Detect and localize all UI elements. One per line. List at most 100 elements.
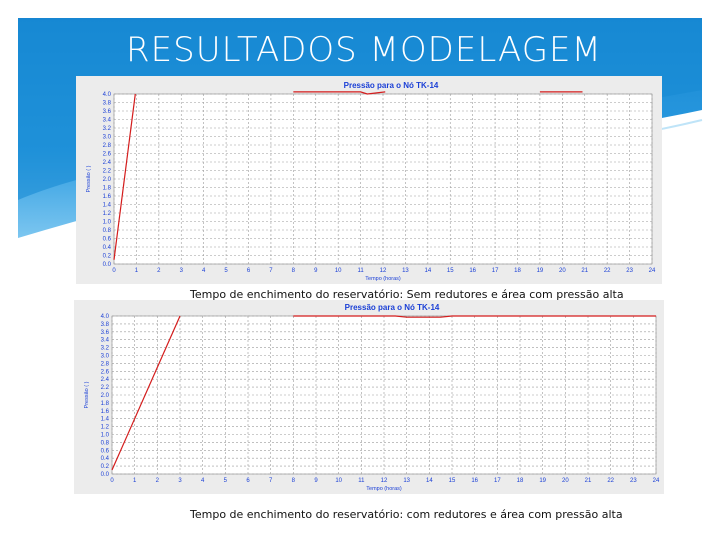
x-tick-label: 23 (626, 268, 633, 274)
y-tick-label: 0.0 (103, 262, 112, 268)
y-tick-label: 1.0 (101, 433, 110, 439)
chart-panel-2: 0 1 2 3 4 5 6 7 8 9 10 11 12 13 14 15 16 17 18 19 20 21 22 23 24… (74, 300, 664, 494)
chart-title: Pressão para o Nó TK-14 (344, 81, 439, 90)
x-tick-label: 16 (471, 478, 478, 484)
x-tick-label: 11 (358, 478, 365, 484)
y-tick-label: 4.0 (103, 92, 112, 98)
x-tick-label: 8 (292, 478, 296, 484)
x-tick-label: 0 (110, 478, 114, 484)
y-tick-label: 1.6 (101, 409, 110, 415)
x-tick-label: 22 (607, 478, 614, 484)
x-tick-label: 13 (403, 478, 410, 484)
series-line (111, 315, 181, 471)
x-tick-label: 21 (581, 268, 588, 274)
y-tick-label: 0.6 (101, 448, 110, 454)
x-tick-label: 18 (517, 478, 524, 484)
y-tick-label: 2.6 (103, 152, 112, 158)
x-tick-label: 14 (424, 268, 431, 274)
x-tick-label: 11 (357, 268, 364, 274)
y-tick-label: 2.6 (101, 369, 110, 375)
x-tick-label: 22 (604, 268, 611, 274)
x-tick-label: 19 (539, 478, 546, 484)
pressure-chart-2: 0 1 2 3 4 5 6 7 8 9 10 11 12 13 14 15 16 17 18 19 20 21 22 23 24… (84, 303, 660, 492)
y-tick-label: 0.4 (103, 245, 112, 251)
x-tick-label: 8 (292, 268, 296, 274)
x-tick-label: 2 (156, 478, 160, 484)
chart-title: Pressão para o Nó TK-14 (345, 303, 440, 312)
y-tick-label: 3.8 (103, 101, 112, 107)
y-tick-label: 3.2 (101, 346, 110, 352)
y-tick-label: 2.8 (101, 361, 110, 367)
y-tick-label: 2.4 (101, 377, 110, 383)
series-line (293, 315, 656, 318)
chart-2-caption: Tempo de enchimento do reservatório: com… (190, 508, 623, 521)
x-tick-label: 5 (224, 478, 228, 484)
y-tick-label: 1.2 (103, 211, 112, 217)
series-line (113, 93, 136, 260)
y-axis-label: Pressão ( ) (86, 165, 92, 192)
x-tick-label: 12 (380, 268, 387, 274)
x-tick-label: 10 (335, 478, 342, 484)
y-tick-label: 2.8 (103, 143, 112, 149)
y-tick-label: 3.8 (101, 322, 110, 328)
y-tick-label: 0.8 (101, 440, 110, 446)
x-tick-label: 5 (224, 268, 228, 274)
y-tick-label: 4.0 (101, 314, 110, 320)
x-tick-label: 15 (447, 268, 454, 274)
x-axis-label: Tempo (horas) (365, 276, 401, 282)
series-line (293, 91, 386, 95)
x-tick-label: 20 (562, 478, 569, 484)
y-tick-label: 0.2 (103, 254, 112, 260)
x-tick-label: 10 (335, 268, 342, 274)
y-tick-label: 1.0 (103, 220, 112, 226)
x-tick-label: 24 (649, 268, 656, 274)
x-axis-label: Tempo (horas) (366, 486, 402, 492)
y-tick-label: 0.0 (101, 472, 110, 478)
x-tick-label: 1 (135, 268, 139, 274)
x-tick-label: 3 (178, 478, 182, 484)
y-tick-label: 0.6 (103, 237, 112, 243)
x-tick-label: 9 (314, 268, 318, 274)
x-tick-label: 13 (402, 268, 409, 274)
y-tick-label: 2.0 (103, 177, 112, 183)
chart-panel-1: 0 1 2 3 4 5 6 7 8 9 10 11 12 13 14 15 16 17 18 19 20 21 22 23 24… (76, 76, 662, 284)
y-tick-label: 3.2 (103, 126, 112, 132)
x-tick-label: 18 (514, 268, 521, 274)
y-tick-label: 0.4 (101, 456, 110, 462)
x-tick-label: 1 (133, 478, 137, 484)
x-tick-label: 21 (585, 478, 592, 484)
x-tick-label: 17 (492, 268, 499, 274)
y-tick-label: 3.0 (103, 135, 112, 141)
x-tick-label: 0 (112, 268, 116, 274)
y-tick-label: 0.2 (101, 464, 110, 470)
y-tick-label: 1.8 (103, 186, 112, 192)
x-tick-label: 4 (201, 478, 205, 484)
x-tick-label: 7 (269, 268, 273, 274)
y-tick-label: 3.0 (101, 354, 110, 360)
y-tick-label: 1.4 (103, 203, 112, 209)
x-tick-label: 4 (202, 268, 206, 274)
y-tick-label: 2.4 (103, 160, 112, 166)
y-tick-label: 1.2 (101, 425, 110, 431)
y-tick-label: 1.6 (103, 194, 112, 200)
x-tick-label: 3 (180, 268, 184, 274)
y-tick-label: 3.4 (101, 338, 110, 344)
x-tick-label: 15 (449, 478, 456, 484)
y-tick-label: 1.8 (101, 401, 110, 407)
x-tick-label: 23 (630, 478, 637, 484)
x-tick-label: 2 (157, 268, 161, 274)
x-tick-label: 19 (537, 268, 544, 274)
x-tick-label: 6 (246, 478, 250, 484)
y-tick-label: 3.6 (101, 330, 110, 336)
x-tick-label: 9 (314, 478, 318, 484)
y-tick-label: 2.2 (103, 169, 112, 175)
x-tick-label: 14 (426, 478, 433, 484)
y-tick-label: 1.4 (101, 417, 110, 423)
y-tick-label: 3.4 (103, 118, 112, 124)
x-tick-label: 20 (559, 268, 566, 274)
y-axis-label: Pressão ( ) (84, 381, 90, 408)
x-tick-label: 7 (269, 478, 273, 484)
x-tick-label: 24 (653, 478, 660, 484)
y-tick-label: 2.2 (101, 385, 110, 391)
x-tick-label: 17 (494, 478, 501, 484)
